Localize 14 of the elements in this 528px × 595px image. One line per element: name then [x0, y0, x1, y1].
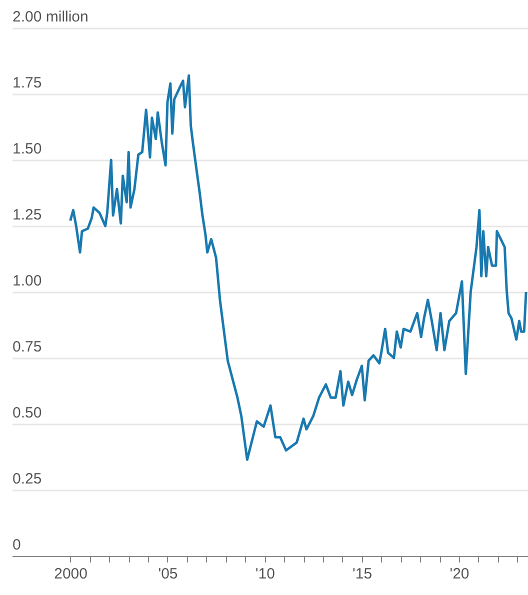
- y-tick-label: 2.00 million: [12, 8, 88, 26]
- x-tick-label: 2000: [54, 566, 88, 582]
- y-tick-label: 0: [12, 536, 21, 554]
- y-tick-label: 0.75: [12, 338, 42, 356]
- x-tick-label: '10: [255, 566, 275, 582]
- y-tick-label: 1.25: [12, 206, 42, 224]
- y-tick-label: 1.00: [12, 272, 42, 290]
- y-tick-label: 0.50: [12, 404, 42, 422]
- x-tick-label: '05: [158, 566, 178, 582]
- y-tick-label: 1.50: [12, 140, 42, 158]
- x-tick-label: '15: [352, 566, 372, 582]
- y-tick-label: 1.75: [12, 74, 42, 92]
- x-tick-label: '20: [450, 566, 470, 582]
- y-tick-label: 0.25: [12, 470, 42, 488]
